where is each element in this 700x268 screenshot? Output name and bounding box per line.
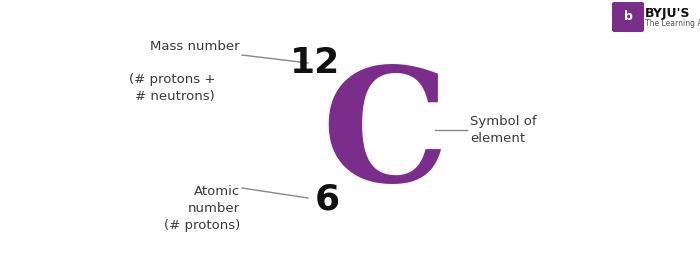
Text: C: C: [321, 61, 449, 215]
Text: Symbol of
element: Symbol of element: [470, 115, 537, 145]
Text: Atomic
number
(# protons): Atomic number (# protons): [164, 185, 240, 232]
Text: 6: 6: [315, 183, 340, 217]
Text: Mass number: Mass number: [150, 40, 240, 53]
Text: The Learning App: The Learning App: [645, 20, 700, 28]
FancyBboxPatch shape: [612, 2, 644, 32]
Text: BYJU'S: BYJU'S: [645, 6, 690, 20]
Text: (# protons +
# neutrons): (# protons + # neutrons): [129, 73, 215, 103]
Text: b: b: [624, 10, 632, 24]
Text: 12: 12: [290, 46, 340, 80]
